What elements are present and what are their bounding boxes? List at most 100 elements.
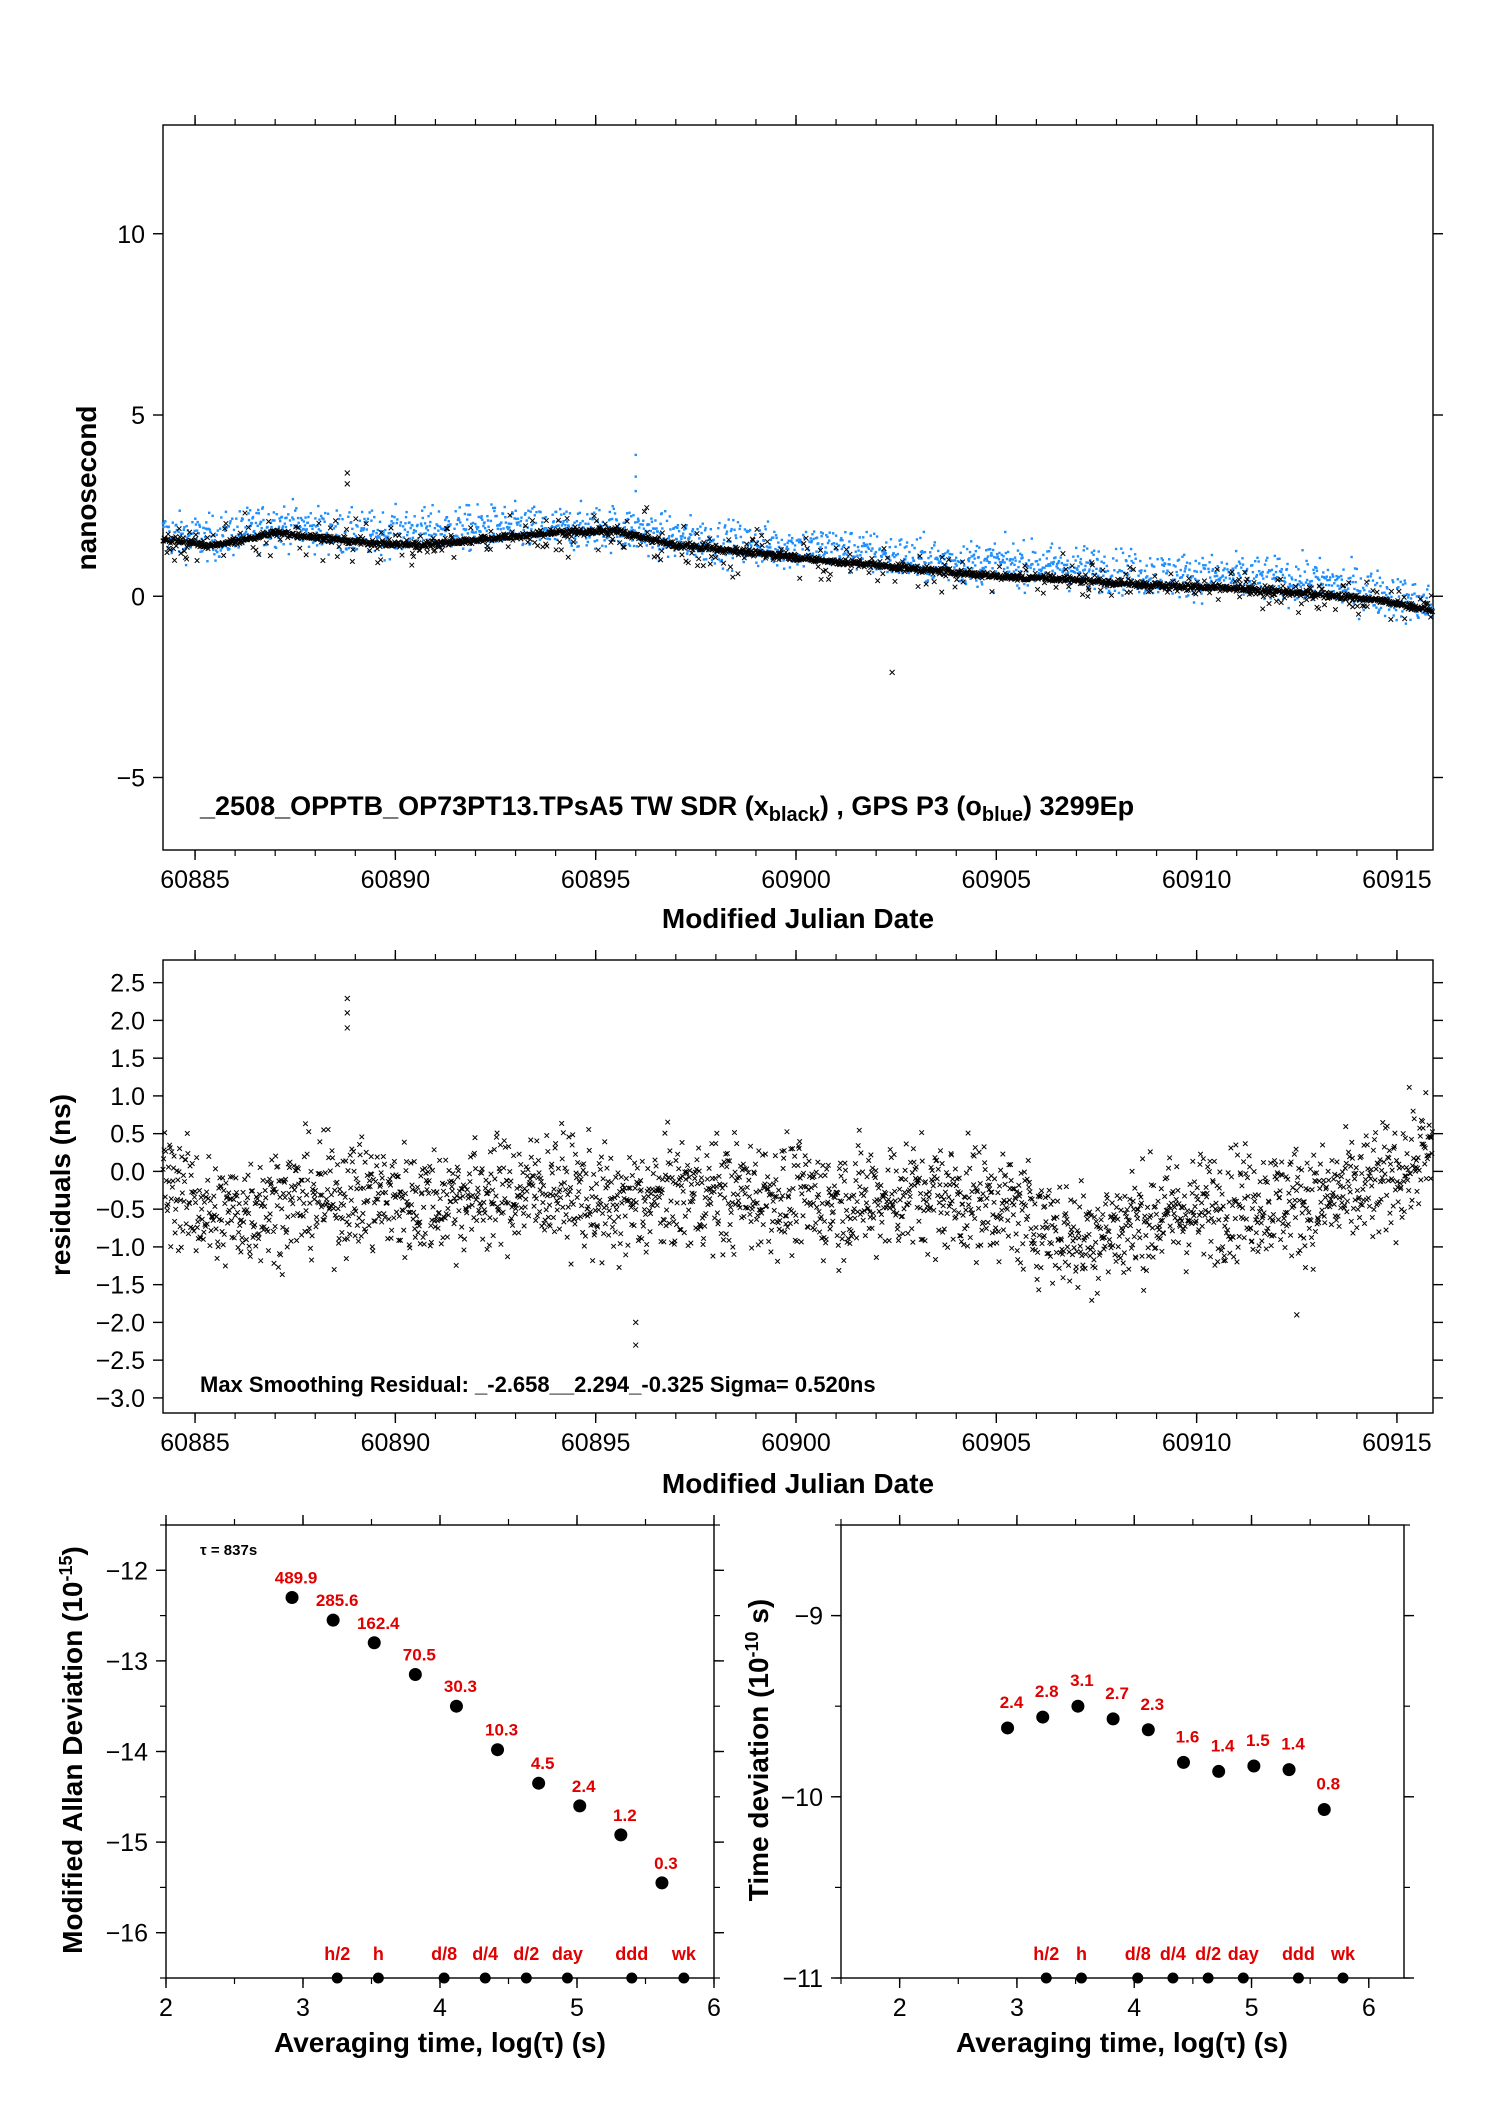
gps-point: [1160, 557, 1163, 560]
gps-point: [953, 559, 957, 562]
gps-point: [352, 532, 356, 536]
gps-point: [793, 544, 797, 547]
gps-point: [890, 570, 894, 574]
gps-point: [1257, 560, 1260, 563]
gps-point: [1396, 578, 1399, 581]
gps-point: [437, 529, 440, 532]
data-point-x: [616, 540, 623, 546]
data-point-x: [384, 1199, 390, 1206]
gps-point: [990, 554, 994, 557]
gps-point: [592, 517, 595, 520]
data-point-x: [346, 1222, 352, 1228]
data-point-x: [917, 553, 923, 559]
gps-point: [786, 541, 789, 545]
gps-point: [587, 522, 590, 525]
gps-point: [1008, 559, 1012, 562]
gps-point: [1375, 581, 1379, 585]
data-point-x: [199, 1216, 205, 1222]
data-point-x: [275, 1163, 281, 1170]
gps-point: [539, 510, 542, 514]
gps-point: [1392, 614, 1395, 617]
gps-point: [529, 510, 532, 513]
gps-point: [351, 527, 354, 531]
gps-point: [1211, 568, 1215, 571]
gps-point: [1018, 560, 1021, 563]
gps-point: [1082, 549, 1085, 552]
gps-point: [1140, 569, 1143, 572]
gps-point: [664, 509, 667, 513]
gps-point: [223, 524, 226, 528]
gps-point: [549, 526, 553, 529]
gps-point: [1394, 608, 1398, 612]
data-point-x: [228, 1217, 235, 1224]
gps-point: [1105, 587, 1108, 590]
data-point-x: [1273, 598, 1280, 604]
gps-point: [1290, 578, 1294, 581]
data-point-x: [505, 544, 511, 550]
gps-point: [1009, 563, 1013, 566]
gps-point: [303, 524, 307, 527]
gps-point: [819, 531, 823, 534]
data-point-x: [377, 557, 384, 563]
data-point-x: [1401, 594, 1407, 600]
data-point-x: [412, 1234, 418, 1240]
data-point-x: [305, 1177, 311, 1183]
gps-point: [1043, 566, 1046, 569]
gps-point: [416, 523, 419, 527]
gps-point: [1307, 584, 1311, 587]
data-point-x: [240, 1189, 246, 1196]
data-point-x: [804, 545, 810, 552]
gps-point: [1273, 554, 1277, 558]
gps-point: [719, 560, 722, 563]
gps-point: [319, 514, 323, 518]
data-point-x: [931, 579, 937, 585]
data-point-x: [430, 535, 436, 541]
data-point-x: [1232, 578, 1238, 584]
gps-point: [182, 528, 185, 531]
data-point-x: [1242, 569, 1248, 576]
data-point-x: [1363, 579, 1370, 585]
gps-point: [1004, 530, 1007, 534]
data-point-x: [803, 535, 809, 541]
gps-point: [573, 521, 576, 524]
gps-point: [622, 521, 625, 525]
gps-point: [1211, 569, 1214, 572]
gps-point: [908, 550, 911, 554]
gps-point: [1243, 583, 1246, 587]
data-point-x: [388, 1227, 395, 1233]
gps-point: [527, 509, 530, 512]
gps-point: [901, 571, 904, 575]
gps-point: [373, 515, 376, 519]
data-point-x: [1194, 579, 1201, 585]
data-point-x: [279, 1271, 285, 1278]
data-point-x: [409, 1182, 415, 1188]
gps-point: [1121, 551, 1125, 555]
gps-point: [967, 559, 971, 563]
gps-point: [680, 537, 683, 541]
gps-point: [1162, 570, 1165, 573]
gps-point: [408, 521, 411, 524]
gps-point: [629, 529, 632, 532]
data-point-x: [160, 1156, 167, 1162]
gps-point: [564, 523, 567, 527]
gps-point: [545, 527, 548, 530]
data-point-x: [177, 1223, 183, 1230]
gps-point: [799, 540, 803, 544]
gps-point: [729, 529, 733, 533]
data-point-x: [1340, 582, 1347, 589]
gps-point: [279, 540, 282, 543]
gps-point: [579, 499, 583, 503]
data-point-x: [171, 557, 178, 563]
data-point-x: [1423, 600, 1429, 606]
data-point-x: [1346, 580, 1352, 586]
gps-point: [1426, 613, 1430, 616]
gps-point: [666, 555, 670, 558]
data-point-x: [302, 1121, 309, 1127]
data-point-x: [428, 1239, 435, 1246]
gps-point: [898, 539, 901, 542]
gps-point: [971, 567, 974, 570]
gps-point: [304, 530, 308, 533]
gps-point: [330, 523, 334, 527]
gps-point: [1095, 567, 1098, 571]
gps-point: [1192, 601, 1196, 604]
